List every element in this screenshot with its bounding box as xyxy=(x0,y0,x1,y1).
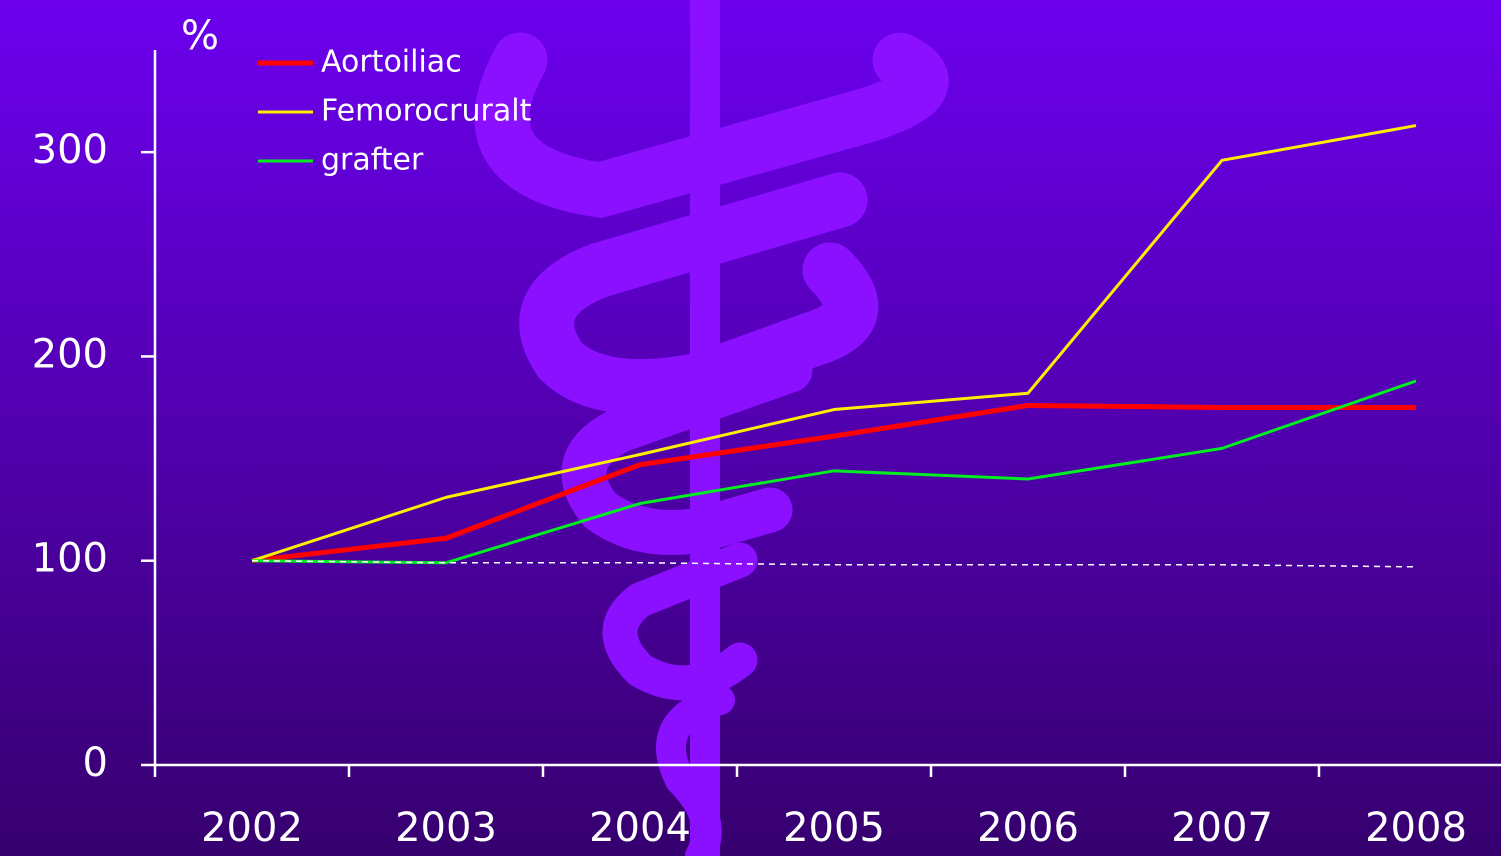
x-tick-label: 2006 xyxy=(977,805,1079,851)
legend-label: Femorocruralt xyxy=(321,94,532,129)
y-tick-label: 0 xyxy=(83,740,108,786)
x-tick-label: 2007 xyxy=(1171,805,1273,851)
x-tick-label: 2004 xyxy=(589,805,691,851)
x-tick-label: 2002 xyxy=(201,805,303,851)
page: % 0 100 200 300 2002 2003 2004 2005 2006 2007 2008… xyxy=(0,0,1501,856)
legend-label: grafter xyxy=(321,143,424,178)
chart: % 0 100 200 300 2002 2003 2004 2005 2006 2007 2008… xyxy=(0,0,1501,856)
x-tick-label: 2005 xyxy=(783,805,885,851)
legend-label: Aortoiliac xyxy=(321,45,462,80)
x-tick-label: 2008 xyxy=(1365,805,1467,851)
x-tick-label: 2003 xyxy=(395,805,497,851)
y-tick-label: 300 xyxy=(32,127,108,173)
y-tick-label: 200 xyxy=(32,331,108,377)
y-axis-label: % xyxy=(181,13,219,59)
y-tick-label: 100 xyxy=(32,536,108,582)
